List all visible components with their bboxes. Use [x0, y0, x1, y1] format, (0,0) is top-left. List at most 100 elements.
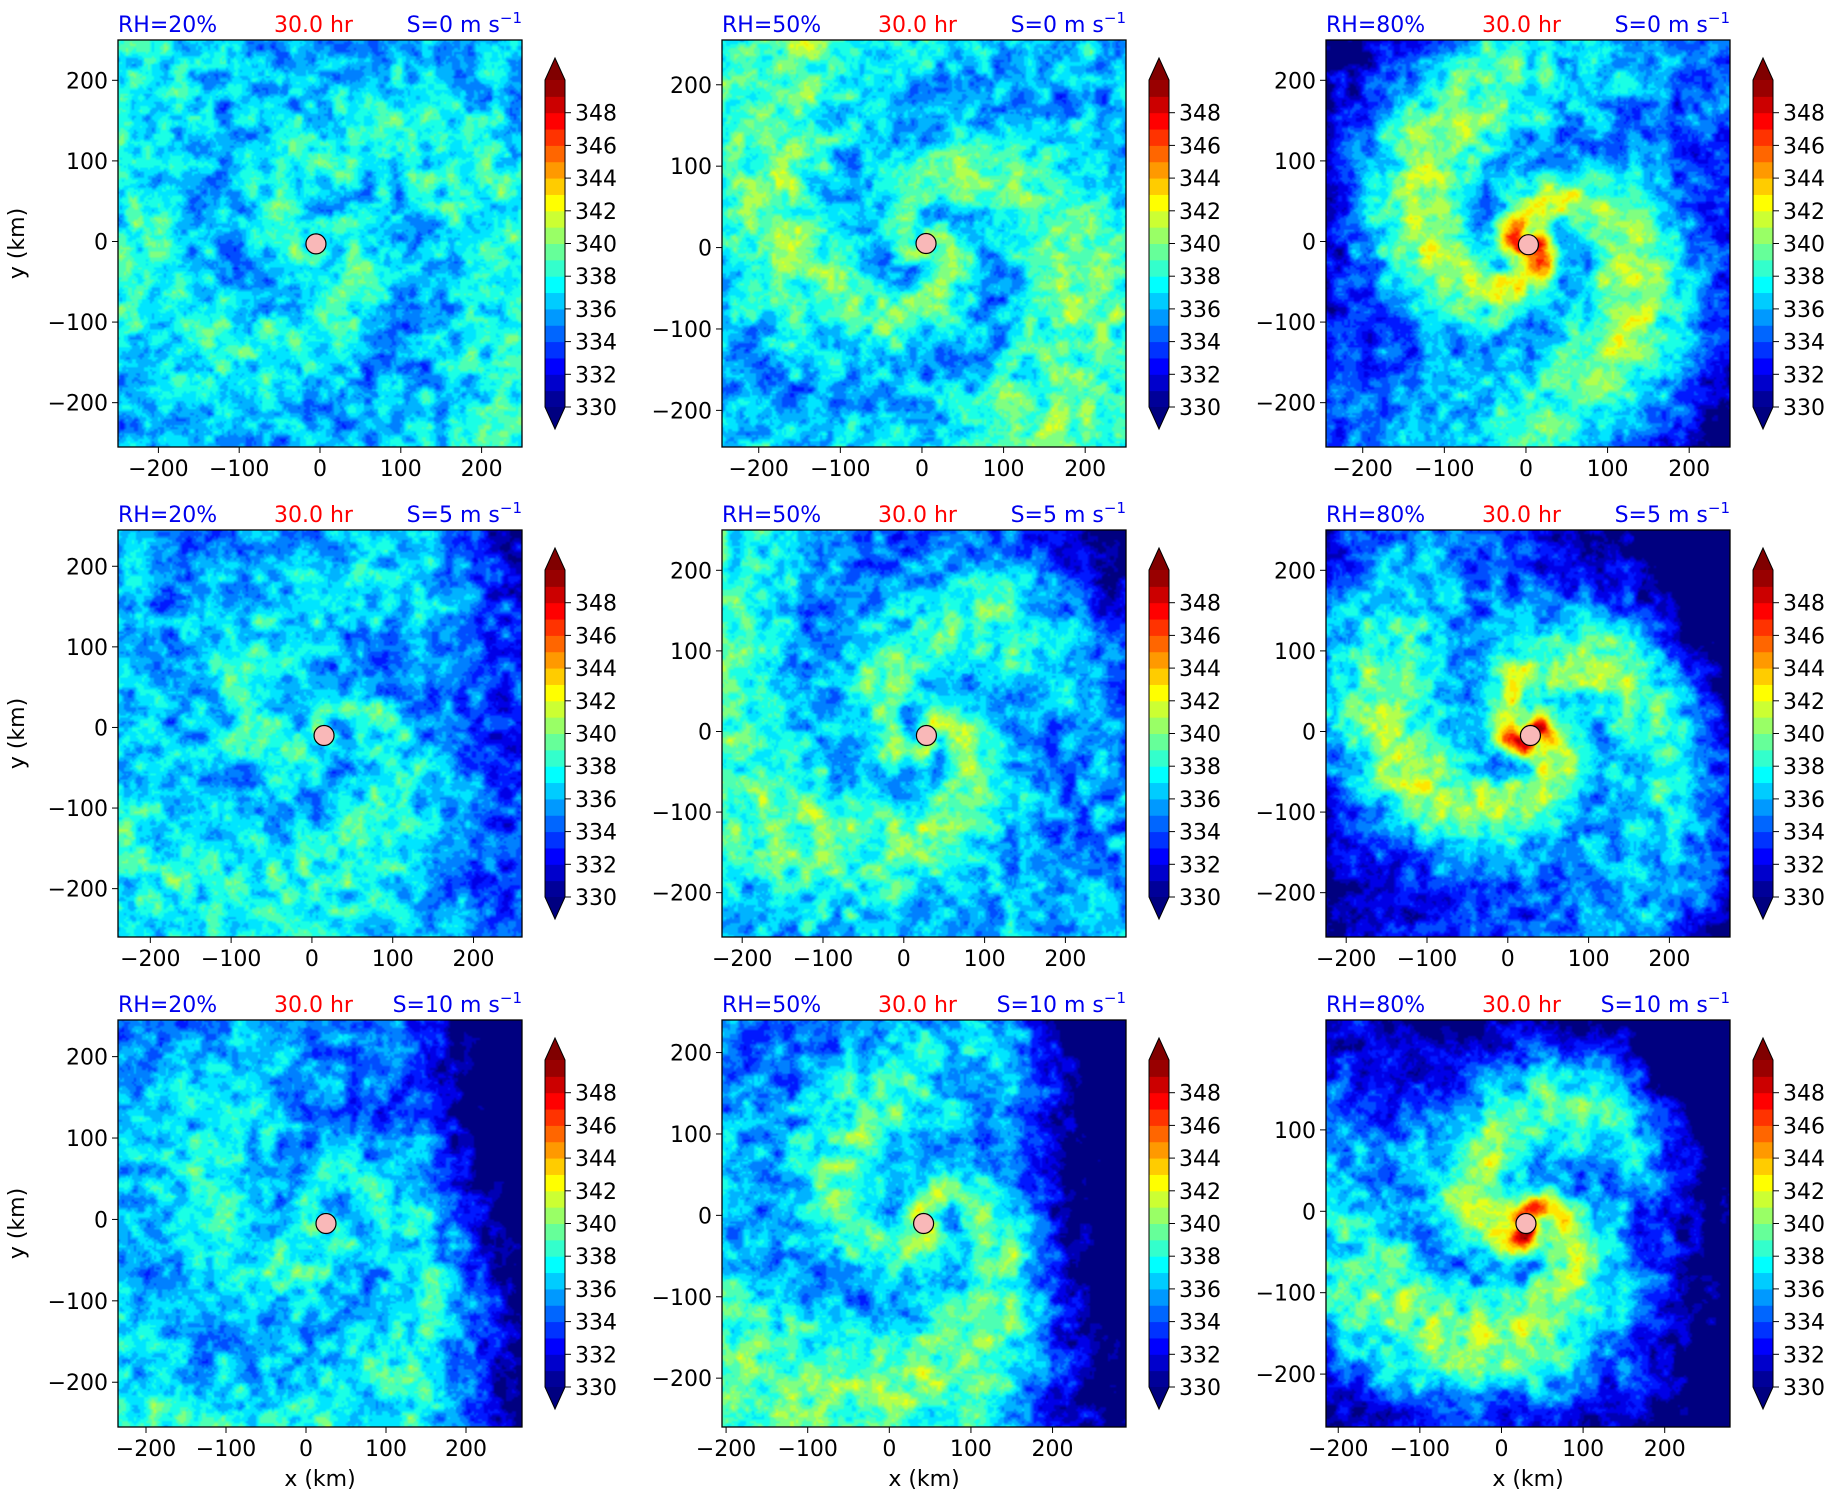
- colorbar-level: [1149, 1354, 1169, 1372]
- colorbar-level: [545, 129, 565, 146]
- colorbar-tick-label: 346: [575, 1114, 617, 1139]
- colorbar-extend-min: [1753, 407, 1773, 429]
- y-tick-label: 200: [66, 555, 108, 580]
- colorbar-level: [545, 227, 565, 244]
- x-tick-label: 100: [365, 1437, 407, 1462]
- colorbar-level: [545, 210, 565, 228]
- colorbar-level: [1753, 227, 1773, 244]
- panel-rh-title: RH=50%: [722, 13, 821, 38]
- y-tick-label: −100: [1256, 311, 1316, 336]
- colorbar-level: [1149, 749, 1169, 767]
- x-tick-label: 0: [1494, 1437, 1508, 1462]
- colorbar-level: [1149, 684, 1169, 702]
- colorbar-level: [545, 798, 565, 816]
- colorbar-tick-label: 346: [1179, 134, 1221, 159]
- colorbar-level: [545, 1354, 565, 1372]
- shear-label: S=5 m s: [1615, 503, 1708, 528]
- colorbar-level: [1149, 276, 1169, 294]
- axes-frame: [721, 39, 1127, 448]
- storm-center-marker: [1517, 234, 1540, 256]
- colorbar-level: [1149, 880, 1169, 898]
- x-tick-label: −100: [777, 1437, 837, 1462]
- y-tick-label: −100: [1256, 1282, 1316, 1307]
- colorbar-tick-label: 348: [1783, 1082, 1825, 1107]
- colorbar-level: [1149, 1125, 1169, 1143]
- x-tick-label: 200: [1064, 457, 1106, 482]
- colorbar-tick-label: 336: [1179, 788, 1221, 813]
- colorbar-level: [1753, 586, 1773, 604]
- colorbar-level: [1753, 1076, 1773, 1094]
- shear-label: S=10 m s: [1601, 993, 1708, 1018]
- x-tick-label: 100: [372, 947, 414, 972]
- shear-label: S=0 m s: [407, 13, 500, 38]
- x-tick-label: 200: [453, 947, 495, 972]
- colorbar-tick-label: 344: [575, 167, 617, 192]
- colorbar-level: [1753, 1239, 1773, 1257]
- y-axis-label: y (km): [5, 208, 30, 279]
- colorbar-level: [545, 1174, 565, 1192]
- colorbar-level: [1149, 194, 1169, 212]
- panel-rh-title: RH=80%: [1326, 993, 1425, 1018]
- colorbar-level: [1149, 325, 1169, 343]
- colorbar-tick-label: 330: [575, 1376, 617, 1401]
- colorbar-level: [545, 1256, 565, 1274]
- y-tick-label: 100: [670, 640, 712, 665]
- colorbar: 330 332 334 336 338 340 342 344 346 348: [1752, 56, 1825, 431]
- colorbar-level: [1753, 276, 1773, 294]
- colorbar-level: [1753, 357, 1773, 375]
- y-tick-label: −100: [652, 801, 712, 826]
- x-axis-label: x (km): [1492, 1467, 1563, 1492]
- panel-shear-title: S=0 m s−1: [1011, 9, 1126, 38]
- colorbar-tick-label: 340: [575, 233, 617, 258]
- shear-exponent: −1: [500, 499, 522, 517]
- colorbar-level: [1753, 815, 1773, 833]
- panel-rh80-s5: −200 −100 0 100 200 200 100 0 −100 −200 RH=80% 30.0…: [1256, 499, 1825, 972]
- colorbar-outline: [544, 1036, 566, 1411]
- y-tick-label: −200: [1256, 1363, 1316, 1388]
- colorbar-level: [1149, 1370, 1169, 1388]
- y-tick-label: 0: [94, 230, 108, 255]
- colorbar-tick-label: 346: [1179, 624, 1221, 649]
- colorbar-outline: [1752, 546, 1774, 921]
- colorbar-tick-label: 336: [1783, 298, 1825, 323]
- panel-rh80-s10: −200 −100 0 100 200 100 0 −100 −200 RH=80% 30.0 hr…: [1256, 989, 1825, 1492]
- colorbar-tick-label: 348: [1179, 592, 1221, 617]
- x-tick-label: −200: [1308, 1437, 1368, 1462]
- y-axis-label: y (km): [5, 1188, 30, 1259]
- colorbar-extend-max: [545, 1038, 565, 1060]
- colorbar-level: [545, 684, 565, 702]
- colorbar: 330 332 334 336 338 340 342 344 346 348: [544, 56, 617, 431]
- colorbar-level: [545, 1321, 565, 1339]
- colorbar-level: [1753, 210, 1773, 228]
- colorbar-level: [545, 733, 565, 751]
- colorbar-level: [1149, 586, 1169, 604]
- colorbar-level: [545, 194, 565, 212]
- colorbar-tick-label: 346: [1783, 1114, 1825, 1139]
- colorbar-outline: [1148, 546, 1170, 921]
- y-tick-label: −100: [48, 797, 108, 822]
- x-tick-label: 100: [950, 1437, 992, 1462]
- y-tick-label: 200: [670, 559, 712, 584]
- colorbar-level: [1753, 1321, 1773, 1339]
- colorbar-tick-label: 336: [575, 788, 617, 813]
- colorbar-tick-label: 332: [575, 1343, 617, 1368]
- storm-center-marker: [912, 1212, 935, 1235]
- colorbar-tick-label: 336: [575, 1278, 617, 1303]
- colorbar-tick-label: 334: [575, 331, 617, 356]
- x-tick-label: −100: [209, 457, 269, 482]
- colorbar-level: [545, 1158, 565, 1175]
- colorbar-level: [1753, 80, 1773, 97]
- shear-exponent: −1: [1708, 9, 1730, 27]
- x-tick-label: −200: [696, 1437, 756, 1462]
- colorbar-tick-label: 340: [1179, 1213, 1221, 1238]
- colorbar-tick-label: 342: [1783, 200, 1825, 225]
- colorbar-tick-label: 346: [575, 624, 617, 649]
- colorbar-level: [1149, 129, 1169, 146]
- colorbar-tick-label: 330: [575, 886, 617, 911]
- colorbar-level: [1149, 864, 1169, 882]
- x-tick-label: 200: [1648, 947, 1690, 972]
- colorbar-tick-label: 344: [575, 657, 617, 682]
- colorbar-level: [1149, 178, 1169, 195]
- colorbar-level: [545, 374, 565, 392]
- colorbar-extend-min: [545, 1387, 565, 1409]
